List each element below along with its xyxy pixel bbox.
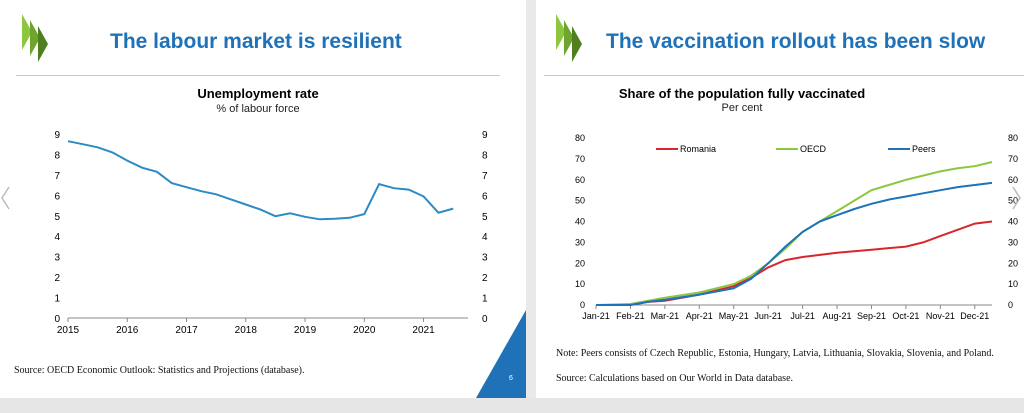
chevron-right-icon[interactable]	[1012, 186, 1022, 210]
title-divider	[544, 75, 1024, 76]
x-tick-label: Feb-21	[616, 311, 645, 321]
x-tick-label: Jul-21	[790, 311, 815, 321]
title-divider	[16, 75, 500, 76]
y-tick-label-left: 3	[54, 253, 60, 264]
series-line-peers	[596, 181, 993, 306]
y-tick-label-left: 40	[575, 217, 585, 227]
y-tick-label-right: 3	[482, 253, 488, 264]
y-tick-label-right: 40	[1008, 217, 1018, 227]
corner-triangle-icon	[476, 310, 526, 398]
y-tick-label-right: 0	[1008, 300, 1013, 310]
y-tick-label-right: 6	[482, 191, 488, 202]
left-slide: The labour market is resilient Unemploym…	[0, 0, 526, 398]
x-tick-label: May-21	[719, 311, 749, 321]
slide-title: The labour market is resilient	[110, 30, 402, 53]
x-tick-label: Jan-21	[582, 311, 610, 321]
x-tick-label: Sep-21	[857, 311, 886, 321]
oecd-logo-icon	[556, 14, 582, 62]
y-tick-label-right: 2	[482, 273, 488, 284]
legend-label: Peers	[912, 144, 936, 154]
x-tick-label: Dec-21	[960, 311, 989, 321]
y-tick-label-right: 60	[1008, 175, 1018, 185]
chart-title: Unemployment rate	[197, 86, 319, 101]
y-tick-label-left: 9	[54, 130, 60, 141]
y-tick-label-right: 10	[1008, 279, 1018, 289]
legend-label: OECD	[800, 144, 827, 154]
y-tick-label-right: 20	[1008, 258, 1018, 268]
x-tick-label: Aug-21	[823, 311, 852, 321]
y-tick-label-right: 1	[482, 294, 488, 305]
x-tick-label: 2021	[412, 325, 435, 336]
x-tick-label: Mar-21	[651, 311, 680, 321]
x-tick-label: Oct-21	[892, 311, 919, 321]
x-tick-label: 2020	[353, 325, 376, 336]
x-tick-label: 2018	[235, 325, 258, 336]
source-note: Source: Calculations based on Our World …	[556, 373, 794, 384]
y-tick-label-left: 20	[575, 258, 585, 268]
y-tick-label-left: 10	[575, 279, 585, 289]
y-tick-label-left: 7	[54, 171, 60, 182]
y-tick-label-left: 8	[54, 150, 60, 161]
y-tick-label-right: 7	[482, 171, 488, 182]
y-tick-label-right: 70	[1008, 154, 1018, 164]
source-note: Source: OECD Economic Outlook: Statistic…	[14, 365, 305, 376]
y-tick-label-left: 0	[54, 314, 60, 325]
vaccination-chart: 0 0 10 10 20 20 30 30 40 40 50 50 60 60 70 70 80 80 Jan-21…	[575, 133, 1018, 321]
y-tick-label-left: 2	[54, 273, 60, 284]
y-tick-label-left: 80	[575, 133, 585, 143]
y-tick-label-left: 60	[575, 175, 585, 185]
y-tick-label-left: 70	[575, 154, 585, 164]
chart-title: Share of the population fully vaccinated	[618, 86, 866, 101]
y-tick-label-right: 9	[482, 130, 488, 141]
unemployment-chart: 0 0 1 1 2 2 3 3 4 4 5 5 6 6 7 7 8 8 9 9 2015 2016 2017 2018 2019…	[54, 130, 488, 336]
series-line-romania	[596, 220, 993, 306]
bottom-bar	[0, 398, 1024, 413]
y-tick-label-right: 4	[482, 232, 488, 243]
legend-label: Romania	[680, 144, 716, 154]
x-tick-label: Apr-21	[686, 311, 713, 321]
series-line-unemployment	[67, 140, 454, 221]
y-tick-label-right: 80	[1008, 133, 1018, 143]
chart-subtitle: % of labour force	[216, 103, 300, 115]
x-tick-label: 2019	[294, 325, 317, 336]
x-tick-label: 2017	[175, 325, 198, 336]
x-tick-label: Jun-21	[754, 311, 782, 321]
x-tick-label: 2015	[57, 325, 80, 336]
y-tick-label-left: 1	[54, 294, 60, 305]
x-tick-label: Nov-21	[926, 311, 955, 321]
y-tick-label-right: 8	[482, 150, 488, 161]
note-text: Note: Peers consists of Czech Republic, …	[556, 348, 994, 359]
y-tick-label-right: 5	[482, 212, 488, 223]
y-tick-label-right: 30	[1008, 237, 1018, 247]
y-tick-label-left: 0	[580, 300, 585, 310]
right-slide: The vaccination rollout has been slow Sh…	[536, 0, 1024, 398]
page-number: 6	[509, 375, 513, 382]
series-line-oecd	[595, 161, 993, 306]
x-tick-label: 2016	[116, 325, 139, 336]
y-tick-label-left: 4	[54, 232, 60, 243]
y-tick-label-left: 5	[54, 212, 60, 223]
chart-subtitle: Per cent	[721, 102, 763, 114]
y-tick-label-left: 30	[575, 237, 585, 247]
slide-title: The vaccination rollout has been slow	[606, 30, 986, 53]
y-tick-label-right: 0	[482, 314, 488, 325]
oecd-logo-icon	[22, 14, 48, 62]
y-tick-label-left: 50	[575, 196, 585, 206]
chevron-left-icon[interactable]	[0, 186, 10, 210]
y-tick-label-right: 50	[1008, 196, 1018, 206]
y-tick-label-left: 6	[54, 191, 60, 202]
